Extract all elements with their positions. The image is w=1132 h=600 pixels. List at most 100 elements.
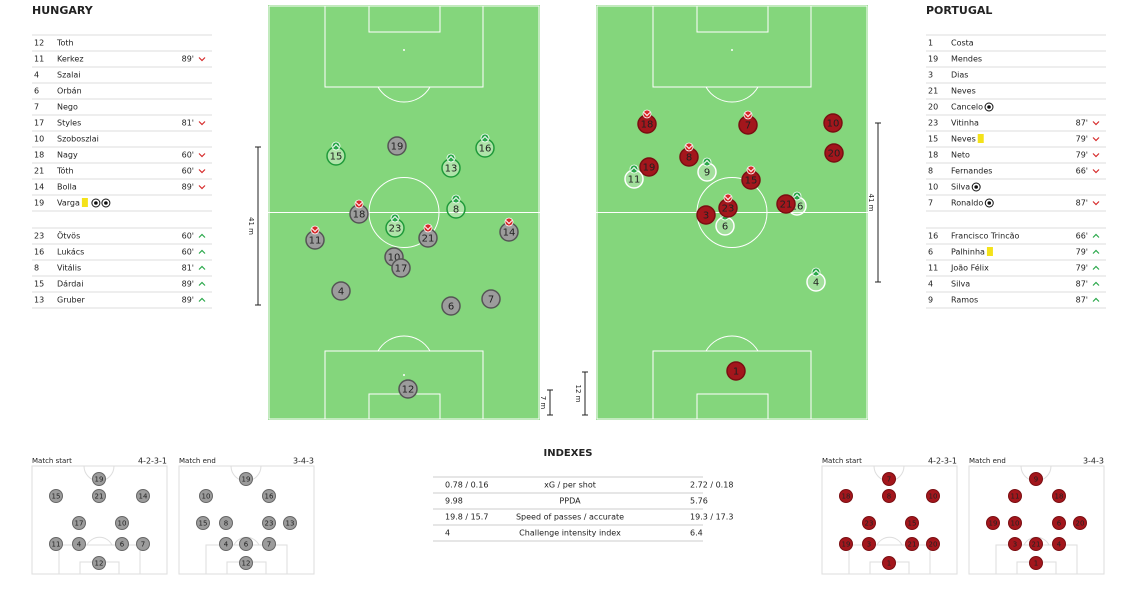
player-number: 4 bbox=[34, 71, 39, 80]
sub-badge bbox=[811, 267, 821, 277]
player-number: 18 bbox=[928, 151, 938, 160]
sub-arrow bbox=[332, 143, 340, 148]
mini-player bbox=[136, 537, 150, 551]
mini-player-number: 23 bbox=[265, 520, 274, 528]
sub-badge bbox=[446, 153, 456, 163]
sub-badge bbox=[629, 164, 639, 174]
formation-name: 4-2-3-1 bbox=[928, 457, 957, 466]
sub-arrow bbox=[1092, 265, 1100, 270]
player-marker bbox=[696, 205, 716, 225]
mini-player bbox=[839, 537, 853, 551]
sub-arrow bbox=[198, 57, 206, 62]
sub-minute: 66' bbox=[1076, 232, 1088, 241]
mini-player bbox=[1029, 472, 1043, 486]
mini-player-number: 18 bbox=[1055, 493, 1064, 501]
mini-player bbox=[49, 489, 63, 503]
player-name: Mendes bbox=[951, 55, 982, 64]
player-marker-number: 23 bbox=[722, 204, 735, 215]
mini-player bbox=[72, 537, 86, 551]
sub-badge bbox=[331, 141, 341, 151]
mini-player bbox=[1029, 556, 1043, 570]
mini-player bbox=[1073, 516, 1087, 530]
player-marker-number: 9 bbox=[704, 168, 710, 179]
mini-player-number: 18 bbox=[842, 493, 851, 501]
player-name: Nagy bbox=[57, 151, 78, 160]
sub-minute: 79' bbox=[1076, 248, 1088, 257]
mini-player bbox=[1052, 489, 1066, 503]
mini-player bbox=[262, 489, 276, 503]
sub-minute: 79' bbox=[1076, 135, 1088, 144]
spot bbox=[403, 374, 405, 376]
penalty-arc-top bbox=[705, 86, 759, 103]
sub-minute: 87' bbox=[1076, 296, 1088, 305]
sub-minute: 79' bbox=[1076, 151, 1088, 160]
mini-player-number: 4 bbox=[77, 541, 82, 549]
sub-minute: 66' bbox=[1076, 167, 1088, 176]
sub-arrow bbox=[452, 196, 460, 201]
sub-arrow bbox=[198, 121, 206, 126]
sub-badge bbox=[310, 225, 320, 235]
sub-arrow bbox=[685, 145, 693, 150]
player-number: 15 bbox=[928, 135, 938, 144]
centre-circle bbox=[368, 177, 440, 248]
player-marker bbox=[398, 379, 418, 399]
mini-player bbox=[115, 537, 129, 551]
player-name: Tóth bbox=[56, 166, 74, 176]
player-name: Palhinha bbox=[951, 248, 985, 257]
mini-player bbox=[283, 516, 297, 530]
mini-player-number: 3 bbox=[867, 541, 871, 549]
player-number: 14 bbox=[34, 183, 44, 192]
sub-arrow bbox=[198, 281, 206, 286]
player-number: 21 bbox=[928, 87, 938, 96]
player-name: Lukács bbox=[57, 248, 84, 257]
sub-badge bbox=[354, 199, 364, 209]
yellow-card bbox=[977, 134, 984, 143]
player-marker bbox=[387, 136, 407, 156]
mini-player-number: 1 bbox=[1034, 560, 1038, 568]
mini-player bbox=[196, 516, 210, 530]
mini-player-number: 21 bbox=[95, 493, 104, 501]
mini-player-number: 10 bbox=[1011, 520, 1020, 528]
mini-player bbox=[1008, 516, 1022, 530]
penalty-arc-bottom bbox=[377, 335, 431, 352]
player-marker-number: 10 bbox=[827, 119, 840, 130]
player-marker bbox=[639, 157, 659, 177]
mini-player bbox=[262, 516, 276, 530]
formation-label: Match start bbox=[32, 457, 72, 465]
player-marker-number: 4 bbox=[813, 278, 819, 289]
mini-player-number: 6 bbox=[244, 541, 249, 549]
player-marker-number: 18 bbox=[353, 210, 366, 221]
index-name: Challenge intensity index bbox=[519, 529, 621, 538]
mini-player bbox=[926, 489, 940, 503]
mini-player bbox=[219, 537, 233, 551]
player-name: Francisco Trincão bbox=[951, 232, 1020, 241]
player-marker-number: 19 bbox=[391, 142, 404, 153]
mini-player-number: 15 bbox=[199, 520, 208, 528]
mini-player-number: 7 bbox=[267, 541, 271, 549]
player-marker-number: 19 bbox=[643, 163, 656, 174]
sub-arrow bbox=[355, 202, 363, 207]
player-marker-number: 8 bbox=[686, 153, 692, 164]
sub-arrow bbox=[793, 193, 801, 198]
mini-player bbox=[1008, 489, 1022, 503]
mini-player bbox=[882, 556, 896, 570]
sub-arrow bbox=[812, 269, 820, 274]
player-name: João Félix bbox=[950, 263, 989, 273]
mini-player-number: 13 bbox=[286, 520, 295, 528]
index-name: Speed of passes / accurate bbox=[516, 513, 624, 522]
player-number: 6 bbox=[928, 248, 933, 257]
player-marker-number: 10 bbox=[388, 253, 401, 264]
player-number: 7 bbox=[34, 103, 39, 112]
sub-badge bbox=[390, 213, 400, 223]
mini-player-number: 21 bbox=[1032, 541, 1041, 549]
player-marker-number: 11 bbox=[628, 175, 641, 186]
spot bbox=[731, 49, 733, 51]
sub-minute: 89' bbox=[182, 296, 194, 305]
mini-penalty-arc bbox=[876, 536, 903, 546]
mini-player-number: 12 bbox=[242, 560, 251, 568]
player-number: 7 bbox=[928, 199, 933, 208]
mini-player-number: 7 bbox=[141, 541, 145, 549]
player-name: Orbán bbox=[57, 87, 82, 96]
sub-arrow bbox=[391, 215, 399, 220]
